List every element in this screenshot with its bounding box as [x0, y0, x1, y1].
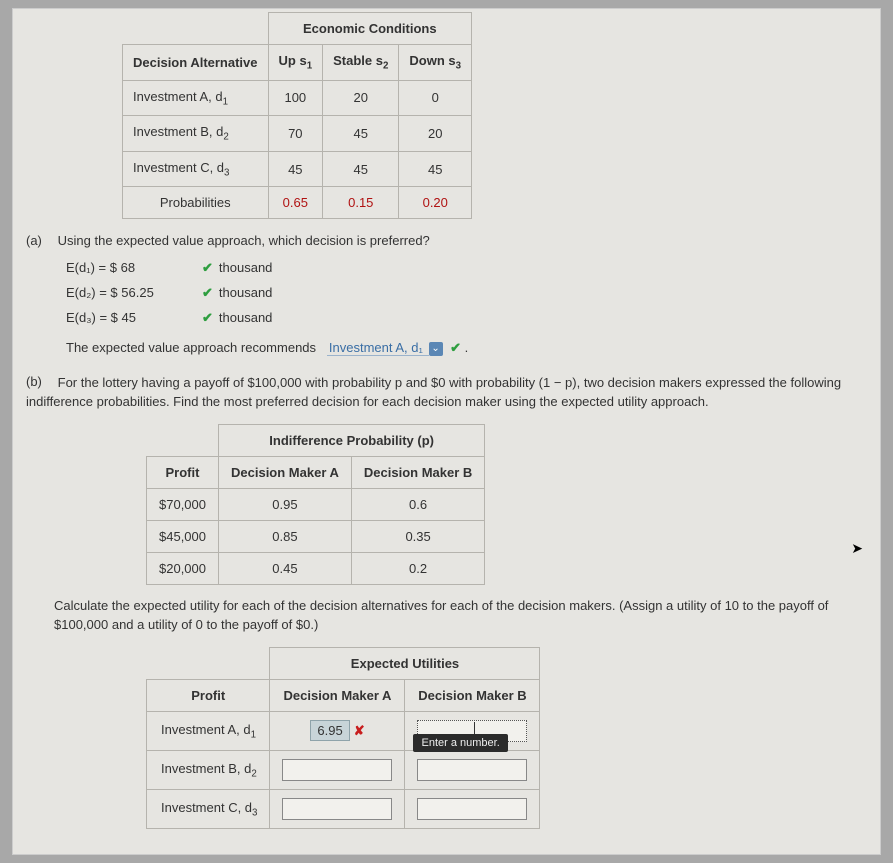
answer-input[interactable]	[417, 798, 527, 820]
dropdown-icon[interactable]: ⌄	[429, 342, 443, 356]
expected-values-block: E(d₁) = $ 68 thousand E(d₂) = $ 56.25 th…	[66, 256, 867, 330]
econ-header: Economic Conditions	[268, 13, 472, 45]
part-a-question: Using the expected value approach, which…	[58, 233, 430, 248]
answer-input[interactable]	[417, 759, 527, 781]
table-row: $70,000 0.95 0.6	[147, 489, 485, 521]
decision-alt-header: Decision Alternative	[123, 45, 269, 81]
table-row: Investment B, d2 70 45 20	[123, 116, 472, 152]
recommend-dropdown[interactable]: Investment A, d₁	[327, 340, 429, 356]
col-up: Up s1	[268, 45, 323, 81]
check-icon	[202, 256, 213, 281]
table-row: Investment C, d3 45 45 45	[123, 151, 472, 187]
table-row: $45,000 0.85 0.35	[147, 521, 485, 553]
cursor-icon: ➤	[851, 540, 863, 557]
x-icon: ✘	[354, 723, 365, 738]
expected-utilities-table: Expected Utilities Profit Decision Maker…	[146, 647, 540, 829]
enter-number-tooltip: Enter a number.	[413, 734, 507, 752]
eu-header: Expected Utilities	[270, 647, 540, 679]
table-row: $20,000 0.45 0.2	[147, 553, 485, 585]
table-row: Investment A, d1 6.95 ✘ Enter a number.	[147, 711, 540, 750]
col-stable: Stable s2	[323, 45, 399, 81]
part-b-text2: Calculate the expected utility for each …	[54, 597, 849, 635]
part-b-label: (b)	[26, 374, 54, 389]
answer-input[interactable]	[282, 798, 392, 820]
table-row: Investment C, d3	[147, 789, 540, 828]
table-row: Investment B, d2	[147, 750, 540, 789]
recommend-pre: The expected value approach recommends	[66, 340, 316, 355]
check-icon	[202, 281, 213, 306]
table-row: Investment A, d1 100 20 0	[123, 80, 472, 116]
indifference-table: Indifference Probability (p) Profit Deci…	[146, 424, 485, 585]
probabilities-row: Probabilities 0.65 0.15 0.20	[123, 187, 472, 219]
part-a-label: (a)	[26, 233, 54, 248]
answer-wrong[interactable]: 6.95	[310, 720, 349, 741]
check-icon	[450, 340, 461, 355]
col-down: Down s3	[399, 45, 472, 81]
check-icon	[202, 306, 213, 331]
indiff-header: Indifference Probability (p)	[219, 425, 485, 457]
part-b-text1: For the lottery having a payoff of $100,…	[26, 375, 841, 409]
answer-input[interactable]	[282, 759, 392, 781]
economic-conditions-table: Economic Conditions Decision Alternative…	[122, 12, 472, 219]
